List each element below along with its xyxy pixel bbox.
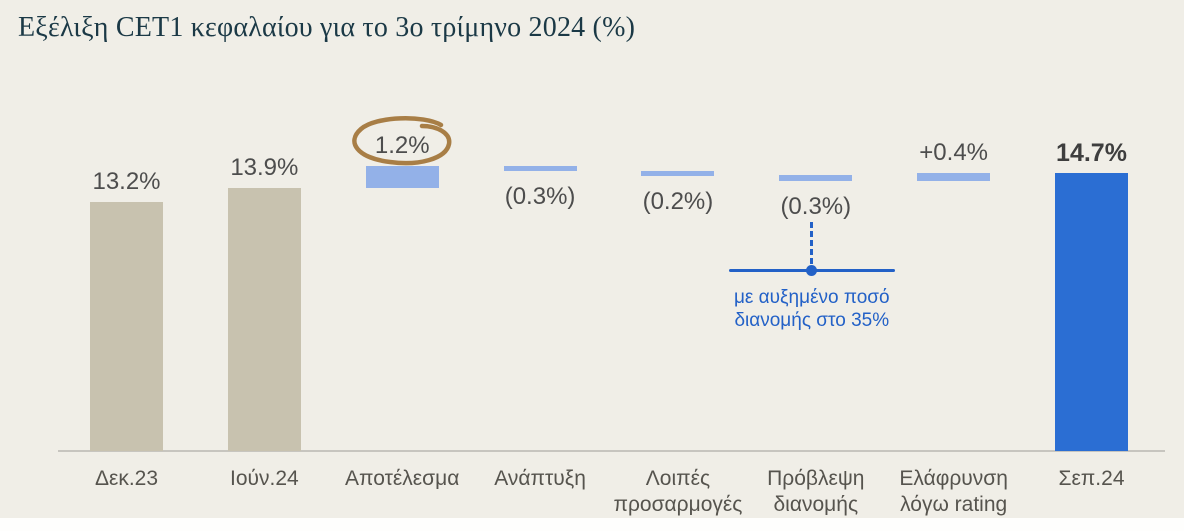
x-axis-label-line: Ελάφρυνση [899, 467, 1008, 490]
x-axis-label-rating-relief: Ελάφρυνση λόγω rating [899, 466, 1008, 518]
waterfall-bar-result [365, 165, 439, 189]
callout-note-text: με αυξημένο ποσό διανομής στο 35% [734, 286, 890, 332]
x-axis-label-line: Ανάπτυξη [494, 467, 586, 490]
x-axis-label-growth: Ανάπτυξη [494, 466, 586, 492]
bar-value-label-rating-relief: +0.4% [919, 139, 988, 167]
callout-dashed-line [810, 222, 814, 264]
bottom-margin [0, 518, 1184, 531]
bar-value-label-growth: (0.3%) [504, 183, 576, 211]
callout-note-line: διανομής στο 35% [734, 310, 890, 331]
x-axis-label-dividend-provision: Πρόβλεψη διανομής [767, 466, 864, 518]
waterfall-bar-other-adjustments [641, 171, 715, 177]
callout-note-line: με αυξημένο ποσό [733, 287, 890, 308]
x-axis-label-sep24: Σεπ.24 [1058, 466, 1124, 492]
x-axis-label-dec23: Δεκ.23 [95, 466, 158, 492]
waterfall-bar-dec23 [90, 201, 163, 451]
bar-value-label-other-adjustments: (0.2%) [642, 188, 714, 216]
x-axis-label-result: Αποτέλεσμα [345, 466, 459, 492]
x-axis-label-line: διανομής [773, 493, 859, 516]
x-axis-label-line: Ιούν.24 [229, 467, 299, 490]
bar-value-label-result: 1.2% [374, 131, 430, 159]
chart-title: Εξέλιξη CET1 κεφαλαίου για το 3ο τρίμηνο… [18, 12, 636, 43]
waterfall-bar-sep24 [1054, 173, 1128, 451]
x-axis-label-line: προσαρμογές [613, 493, 743, 516]
waterfall-bar-jun24 [227, 188, 301, 451]
x-axis-label-line: Αποτέλεσμα [345, 467, 460, 490]
x-axis-label-line: λόγω rating [900, 493, 1008, 516]
bar-value-label-jun24: 13.9% [230, 154, 299, 182]
bar-value-label-dec23: 13.2% [92, 167, 161, 195]
bar-value-label-dividend-provision: (0.3%) [780, 192, 852, 220]
x-axis-label-line: Πρόβλεψη [767, 467, 865, 490]
waterfall-bar-rating-relief [917, 173, 991, 181]
x-axis-label-line: Δεκ.23 [94, 467, 159, 490]
x-axis-label-line: Λοιπές [645, 467, 711, 490]
callout-dot [806, 265, 818, 276]
bar-value-label-sep24: 14.7% [1056, 139, 1127, 168]
waterfall-bar-growth [503, 165, 577, 172]
x-axis-label-jun24: Ιούν.24 [230, 466, 299, 492]
x-axis-label-other-adjustments: Λοιπές προσαρμογές [613, 466, 742, 518]
x-axis-line [58, 450, 1165, 452]
waterfall-bar-dividend-provision [779, 175, 853, 181]
x-axis-label-line: Σεπ.24 [1058, 467, 1125, 490]
